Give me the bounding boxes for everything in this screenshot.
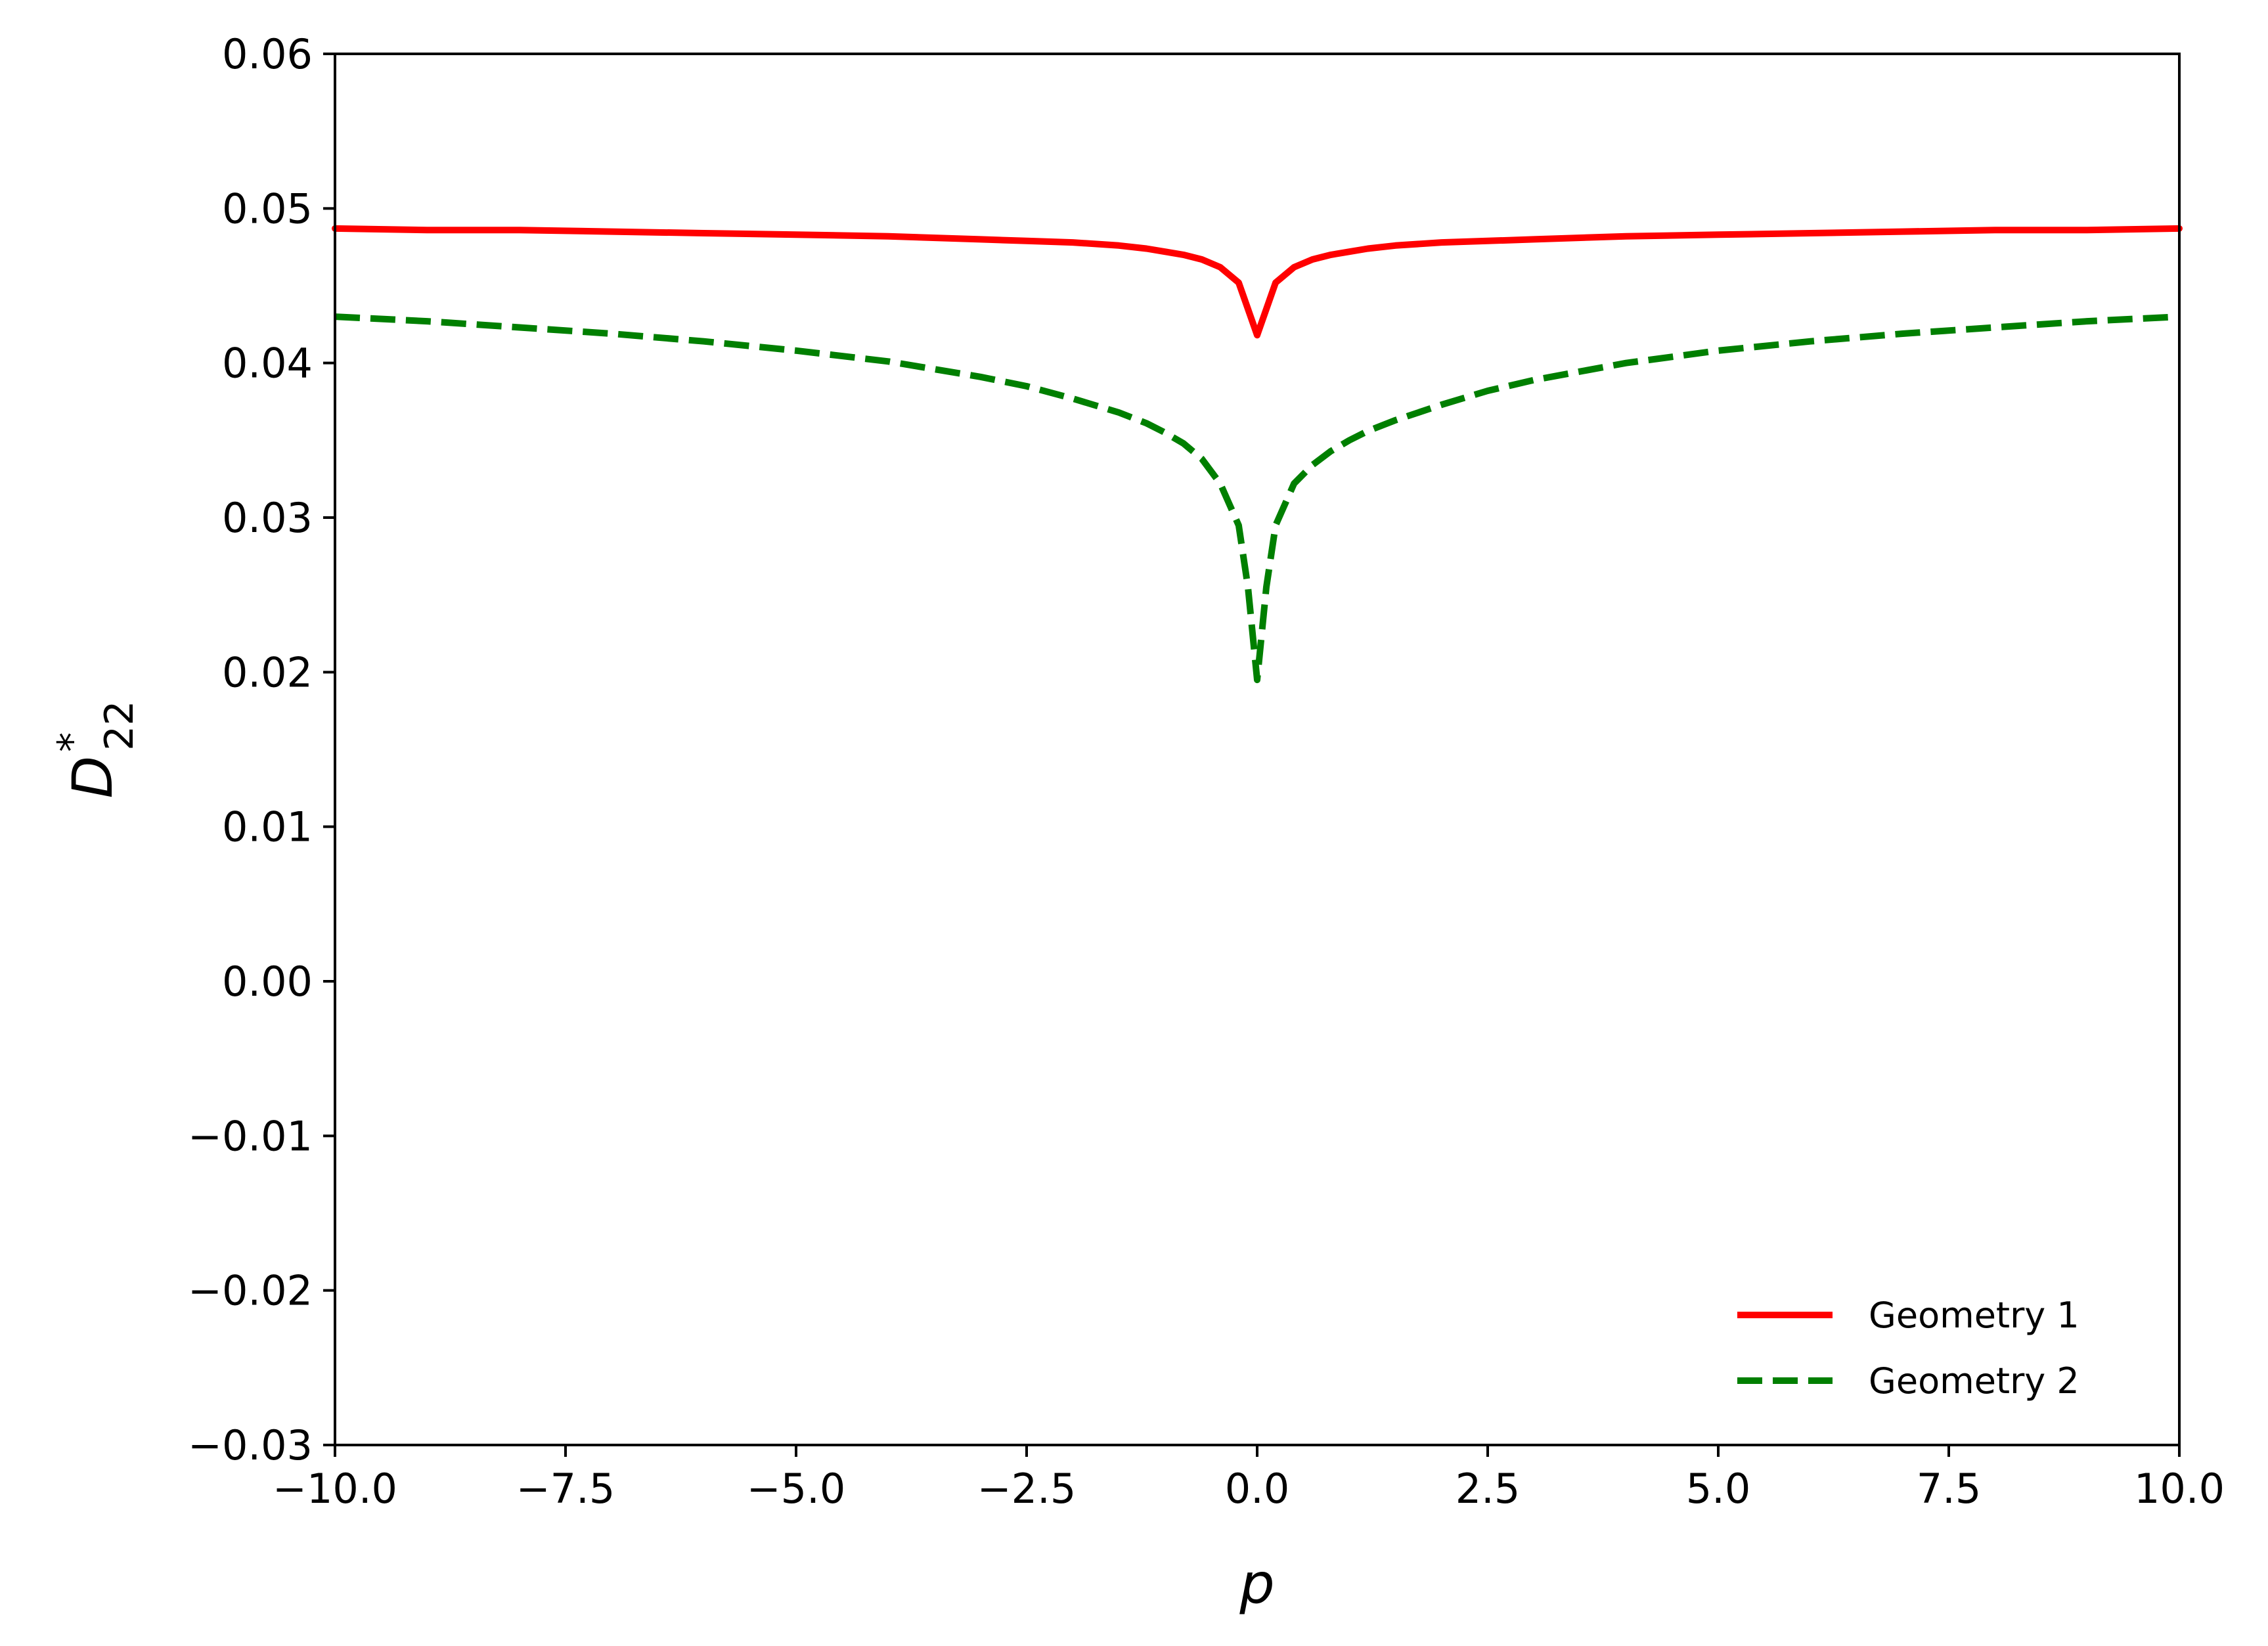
y-tick-label: 0.06 [222,30,313,78]
x-tick-label: 7.5 [1917,1465,1982,1513]
x-tick-label: −2.5 [977,1465,1077,1513]
y-tick-label: −0.03 [188,1421,313,1469]
legend-label-1: Geometry 1 [1869,1295,2079,1336]
y-tick-label: 0.04 [222,340,313,388]
y-axis-label-sup: * [49,732,95,752]
y-tick-label: 0.00 [222,958,313,1006]
x-tick-label: −7.5 [516,1465,615,1513]
x-tick-label: 2.5 [1456,1465,1521,1513]
y-tick-label: 0.01 [222,803,313,851]
y-axis-label-sub: 22 [97,700,143,750]
x-tick-label: 5.0 [1686,1465,1751,1513]
svg-text:D*22: D *22 [49,700,143,798]
y-tick-label: −0.01 [188,1112,313,1160]
x-axis-label: p [1239,1551,1274,1616]
y-tick-label: 0.02 [222,648,313,696]
x-tick-label: 10.0 [2134,1465,2225,1513]
y-axis: −0.03 −0.02 −0.01 0.00 0.01 0.02 0.03 0.04 0.05 0… [188,30,335,1469]
x-tick-label: 0.0 [1225,1465,1290,1513]
x-axis: −10.0 −7.5 −5.0 −2.5 0.0 2.5 5.0 7.5 10.0 [273,1445,2225,1513]
y-axis-label: D *22 [49,700,143,798]
y-axis-label-base: D [60,756,125,799]
x-tick-label: −5.0 [747,1465,846,1513]
y-tick-label: −0.02 [188,1267,313,1315]
y-tick-label: 0.05 [222,185,313,233]
legend-label-2: Geometry 2 [1869,1360,2079,1402]
plot-background [335,54,2179,1445]
y-tick-label: 0.03 [222,494,313,542]
x-tick-label: −10.0 [273,1465,397,1513]
